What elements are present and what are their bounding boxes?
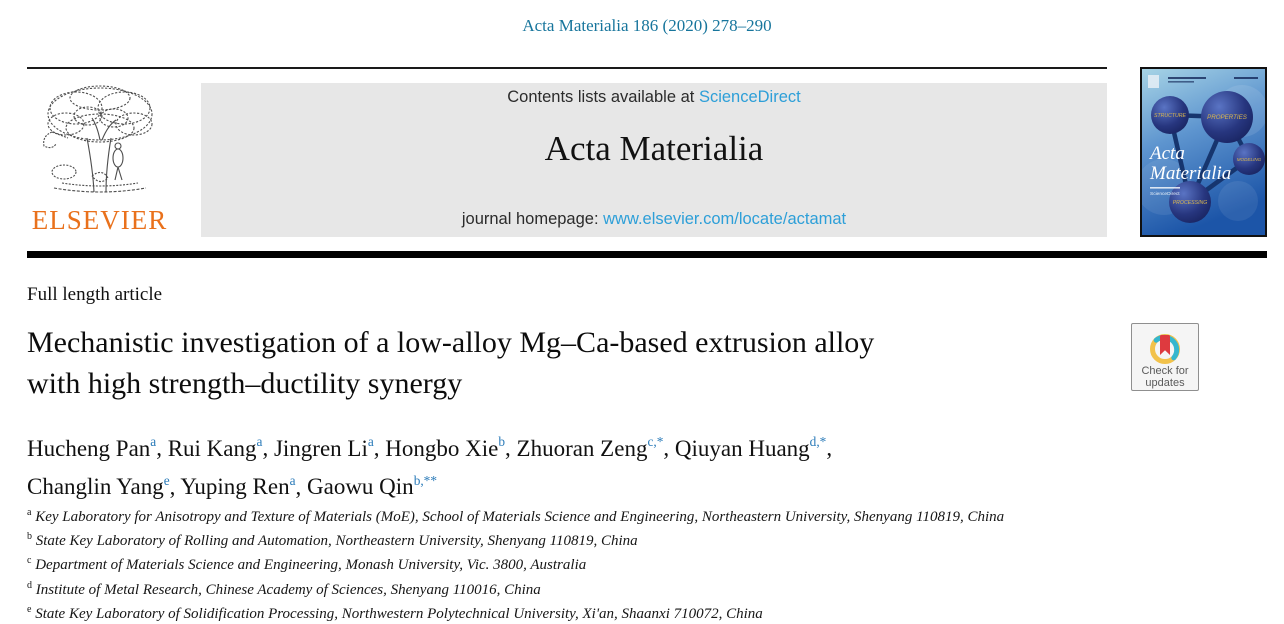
check-for-updates-badge[interactable]: Check for updates (1131, 323, 1199, 391)
affiliation-a: a Key Laboratory for Anisotropy and Text… (27, 507, 1005, 525)
masthead-band: Contents lists available at ScienceDirec… (201, 83, 1107, 237)
cover-sphere-modeling (1233, 143, 1265, 175)
cover-label-structure: STRUCTURE (1154, 113, 1187, 119)
affiliation-list: a Key Laboratory for Anisotropy and Text… (27, 503, 1147, 624)
author-list: Hucheng Pana, Rui Kanga, Jingren Lia, Ho… (27, 426, 1067, 503)
author[interactable]: Hongbo Xieb (385, 433, 506, 461)
author[interactable]: Rui Kanga (167, 433, 263, 461)
homepage-line: journal homepage: www.elsevier.com/locat… (201, 210, 1107, 229)
cover-sphere-properties (1201, 91, 1253, 143)
cover-label-processing: PROCESSING (1173, 200, 1208, 206)
contents-line: Contents lists available at ScienceDirec… (201, 88, 1107, 107)
bookmark-icon (1160, 335, 1170, 355)
article-title: Mechanistic investigation of a low-alloy… (27, 322, 1087, 404)
crossmark-ring-icon (1150, 334, 1180, 364)
cover-label-modeling: MODELING (1237, 157, 1262, 162)
cover-label-properties: PROPERTIES (1207, 114, 1248, 121)
cover-sphere-processing (1169, 181, 1211, 223)
affiliation-e: e State Key Laboratory of Solidification… (27, 603, 763, 622)
article-title-line1: Mechanistic investigation of a low-alloy… (27, 326, 875, 359)
sciencedirect-link[interactable]: ScienceDirect (698, 88, 801, 106)
badge-text-line2: updates (1145, 377, 1185, 389)
author[interactable]: Changlin Yange (27, 472, 170, 500)
author-line-2: Changlin Yange, Yuping Rena, Gaowu Qinb,… (27, 472, 438, 500)
author[interactable]: Hucheng Pana (27, 433, 157, 461)
cover-sciencedirect-text: ScienceDirect (1150, 191, 1180, 197)
article-title-line2: with high strength–ductility synergy (27, 367, 463, 400)
cover-mini-logo (1148, 75, 1159, 88)
masthead-divider (27, 251, 1267, 258)
author[interactable]: Jingren Lia (273, 433, 374, 461)
cover-title-materialia: Materialia (1149, 163, 1231, 184)
journal-cover-thumbnail[interactable]: STRUCTURE PROPERTIES MODELING PROCESSING… (1140, 67, 1267, 237)
journal-citation: Acta Materialia 186 (2020) 278–290 (522, 16, 772, 35)
author[interactable]: Yuping Rena (180, 472, 296, 500)
author[interactable]: Qiuyan Huangd,* (674, 433, 827, 461)
affiliation-c: c Department of Materials Science and En… (27, 555, 587, 574)
affiliation-b: b State Key Laboratory of Rolling and Au… (27, 531, 638, 550)
journal-homepage-link[interactable]: www.elsevier.com/locate/actamat (603, 210, 847, 228)
cover-title-acta: Acta (1148, 143, 1185, 164)
author-line-1: Hucheng Pana, Rui Kanga, Jingren Lia, Ho… (27, 433, 833, 461)
journal-title: Acta Materialia (544, 129, 764, 168)
top-rule (27, 67, 1107, 69)
elsevier-wordmark: ELSEVIER (31, 205, 168, 235)
contents-prefix: Contents lists available at (507, 88, 699, 106)
affiliation-d: d Institute of Metal Research, Chinese A… (27, 579, 541, 598)
elsevier-tree-icon (42, 85, 153, 193)
article-type-label: Full length article (27, 284, 163, 305)
badge-text-line1: Check for (1141, 365, 1188, 377)
homepage-prefix: journal homepage: (461, 210, 604, 228)
author[interactable]: Gaowu Qinb,** (307, 472, 438, 500)
cover-sphere-structure (1151, 96, 1189, 134)
author[interactable]: Zhuoran Zengc,* (516, 433, 664, 461)
elsevier-logo[interactable]: ELSEVIER (27, 80, 172, 236)
